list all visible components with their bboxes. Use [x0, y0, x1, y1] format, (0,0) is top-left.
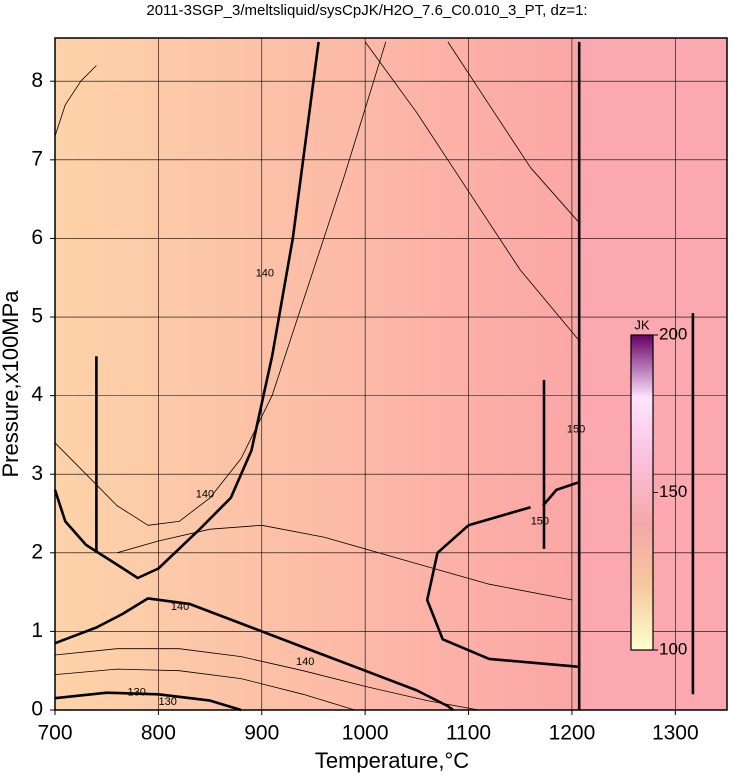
y-tick-label: 5 [31, 305, 43, 328]
y-tick-label: 6 [31, 226, 43, 249]
y-tick-label: 1 [31, 619, 43, 642]
y-axis-label: Pressure,x100MPa [0, 290, 23, 478]
contour-line [542, 480, 580, 507]
contour-label: 130 [127, 687, 145, 699]
contour-label: 150 [567, 423, 585, 435]
contour-label: 140 [196, 489, 214, 501]
contour-line [54, 597, 454, 712]
y-tick-label: 3 [31, 462, 43, 485]
contour-line [53, 41, 320, 580]
plot-background [55, 38, 578, 710]
contour-line [364, 41, 580, 341]
plot-frame [54, 37, 728, 711]
colorbar-tick-label: 100 [659, 639, 687, 658]
contour-line [54, 41, 387, 526]
y-tick-label: 0 [31, 698, 43, 721]
y-tick-label: 7 [31, 147, 43, 170]
colorbar-label: JK [634, 317, 650, 332]
contour-label: 140 [171, 601, 189, 613]
contour-line [447, 41, 580, 223]
contour-label: 130 [159, 696, 177, 708]
contour-line [116, 524, 572, 601]
colorbar [630, 334, 654, 651]
chart-title: 2011-3SGP_3/meltsliquid/sysCpJK/H2O_7.6_… [146, 2, 587, 19]
x-tick-label: 800 [141, 722, 176, 745]
x-tick-label: 1100 [446, 722, 491, 745]
contour-line [425, 505, 580, 669]
contour-line [54, 691, 242, 712]
y-tick-label: 2 [31, 540, 43, 563]
x-tick-label: 1000 [342, 722, 389, 745]
x-tick-label: 1300 [652, 722, 699, 745]
x-tick-label: 900 [244, 722, 279, 745]
contour-label: 140 [296, 656, 314, 668]
contour-line [54, 668, 355, 711]
x-tick-label: 1200 [549, 722, 596, 745]
contour-label: 140 [256, 268, 274, 280]
contour-line [54, 648, 479, 711]
y-tick-label: 4 [31, 383, 43, 406]
colorbar-tick-label: 150 [659, 482, 687, 501]
contour-line [54, 65, 97, 137]
x-tick-label: 700 [37, 722, 72, 745]
y-tick-label: 8 [31, 69, 43, 92]
contour-label: 150 [531, 515, 549, 527]
x-axis-label: Temperature,°C [315, 748, 469, 773]
colorbar-tick-label: 200 [659, 324, 687, 343]
